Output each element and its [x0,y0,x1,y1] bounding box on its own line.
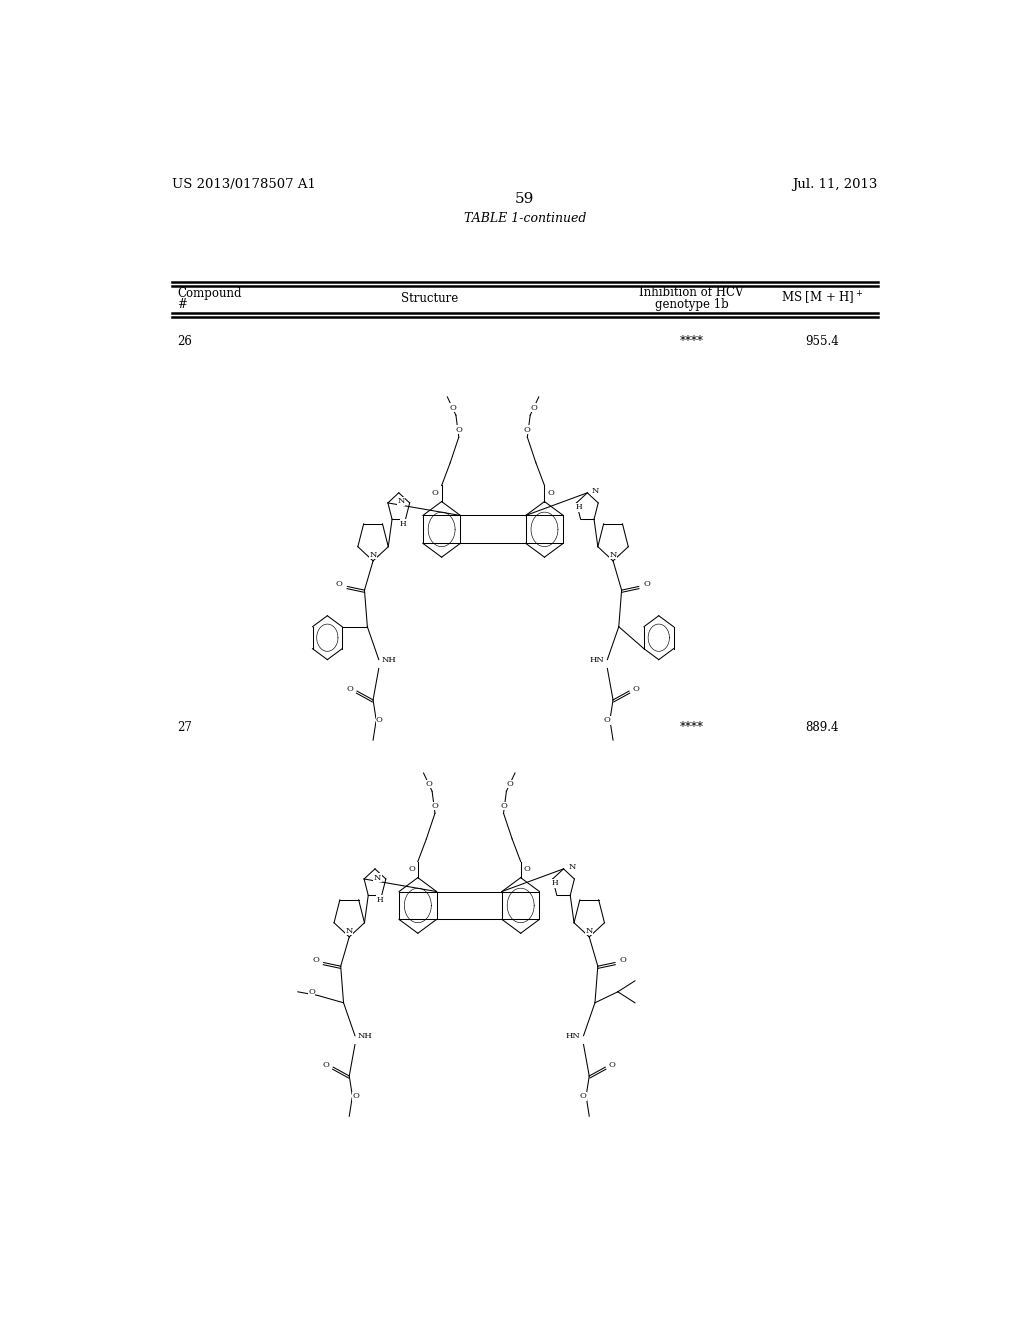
Text: NH: NH [357,1032,373,1040]
Text: O: O [507,780,513,788]
Text: N: N [586,927,593,935]
Text: O: O [450,404,456,412]
Text: TABLE 1-continued: TABLE 1-continued [464,213,586,224]
Text: O: O [608,1061,615,1069]
Text: O: O [308,987,315,995]
Text: O: O [524,426,530,434]
Text: O: O [580,1093,587,1101]
Text: #: # [177,298,187,312]
Text: HN: HN [590,656,604,664]
Text: O: O [500,803,507,810]
Text: O: O [643,581,650,589]
Text: O: O [548,488,554,496]
Text: genotype 1b: genotype 1b [654,298,728,312]
Text: H: H [575,503,582,511]
Text: ****: **** [680,335,703,348]
Text: O: O [347,685,353,693]
Text: 955.4: 955.4 [806,335,840,348]
Text: N: N [345,927,353,935]
Text: O: O [409,865,415,873]
Text: ****: **** [680,721,703,734]
Text: O: O [376,717,383,725]
Text: US 2013/0178507 A1: US 2013/0178507 A1 [172,178,315,191]
Text: N: N [568,863,575,871]
Text: O: O [523,865,530,873]
Text: 59: 59 [515,191,535,206]
Text: N: N [397,498,406,506]
Text: O: O [425,780,432,788]
Text: O: O [352,1093,359,1101]
Text: O: O [620,956,627,965]
Text: O: O [323,1061,330,1069]
Text: N: N [609,550,616,558]
Text: Structure: Structure [401,292,458,305]
Text: O: O [432,488,438,496]
Text: 26: 26 [177,335,193,348]
Text: O: O [431,803,438,810]
Text: N: N [370,550,377,558]
Text: N: N [374,874,381,882]
Text: O: O [530,404,537,412]
Text: Inhibition of HCV: Inhibition of HCV [639,286,743,300]
Text: 889.4: 889.4 [806,721,839,734]
Text: Compound: Compound [177,286,242,300]
Text: NH: NH [382,656,396,664]
Text: O: O [456,426,462,434]
Text: Jul. 11, 2013: Jul. 11, 2013 [793,178,878,191]
Text: O: O [312,956,318,965]
Text: O: O [336,581,343,589]
Text: H: H [376,896,383,904]
Text: N: N [592,487,599,495]
Text: 27: 27 [177,721,193,734]
Text: MS [M + H]$^+$: MS [M + H]$^+$ [781,290,863,308]
Text: O: O [603,717,610,725]
Text: O: O [633,685,639,693]
Text: HN: HN [566,1032,581,1040]
Text: H: H [400,520,407,528]
Text: H: H [552,879,558,887]
